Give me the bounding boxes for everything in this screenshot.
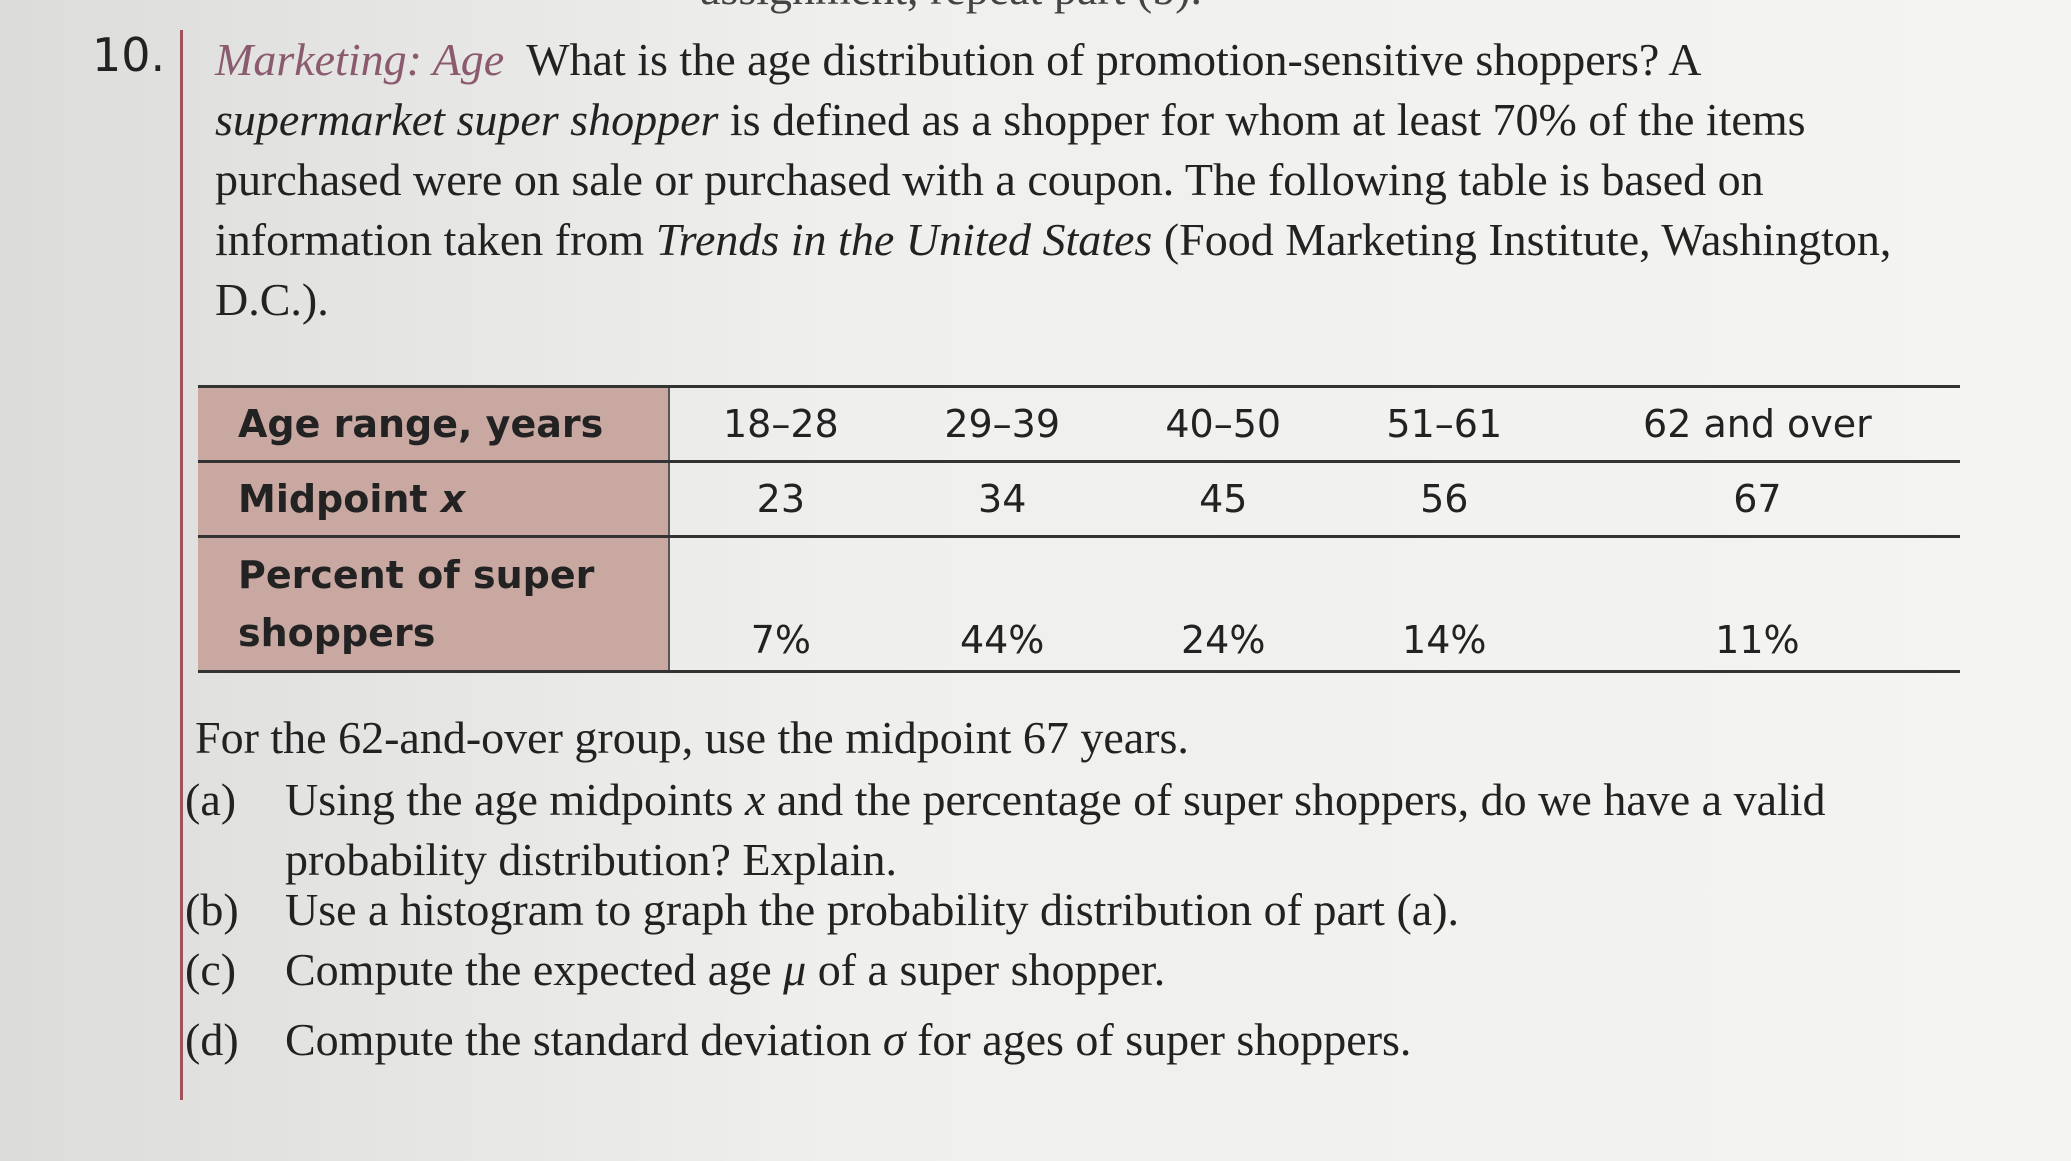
problem-title: Marketing: Age (215, 34, 505, 85)
table-cell: 11% (1554, 535, 1960, 673)
table-row: Percent of super shoppers 7% 44% 24% 14% 11% (198, 535, 1960, 673)
question-part: (d) Compute the standard deviation σ for … (185, 1010, 1945, 1070)
text-segment: Compute the standard deviation (285, 1014, 883, 1065)
table-cell: 44% (891, 535, 1113, 673)
text-segment: and the percentage of super shoppers, do… (285, 774, 1826, 885)
problem-intro: Marketing: Age What is the age distributi… (215, 30, 1915, 330)
part-label: (b) (185, 884, 239, 935)
text-segment: What is the age distribution of promotio… (526, 34, 1699, 85)
part-text: Compute the expected age μ of a super sh… (285, 940, 1925, 1000)
table-cell: 34 (891, 460, 1113, 538)
text-segment: for ages of super shoppers. (905, 1014, 1412, 1065)
note: For the 62-and-over group, use the midpo… (195, 712, 1189, 763)
table-cell: 29–39 (891, 385, 1113, 463)
text-segment: Trends in the United States (655, 214, 1153, 265)
text-segment: σ (882, 1014, 906, 1065)
table-row: Age range, years 18–28 29–39 40–50 51–61 62 a… (198, 385, 1960, 463)
table-cell: 7% (669, 535, 892, 673)
text-segment: μ (783, 944, 807, 995)
part-label: (a) (185, 774, 237, 825)
table-cell: 23 (669, 460, 892, 538)
question-part: (c) Compute the expected age μ of a super… (185, 940, 1945, 1000)
row-header: Percent of super shoppers (198, 535, 670, 673)
text-segment: Age range, years (238, 402, 604, 446)
text-segment: Midpoint (238, 477, 441, 521)
part-text: Using the age midpoints x and the percen… (285, 770, 1925, 890)
table-cell: 62 and over (1554, 385, 1960, 463)
row-header: Midpoint x (198, 460, 670, 538)
text-segment: (Food Marketing Institute, Washington, D… (215, 214, 1892, 325)
table-cell: 51–61 (1333, 385, 1555, 463)
part-text: Compute the standard deviation σ for age… (285, 1010, 1925, 1070)
problem-number: 10. (92, 28, 166, 82)
table-cell: 45 (1112, 460, 1334, 538)
table-cell: 18–28 (669, 385, 892, 463)
table-row: Midpoint x 23 34 45 56 67 (198, 460, 1960, 538)
question-part: (a) Using the age midpoints x and the per… (185, 770, 1945, 890)
part-text: Use a histogram to graph the probability… (285, 880, 1925, 940)
part-label: (d) (185, 1014, 239, 1065)
table-cell: 67 (1554, 460, 1960, 538)
text-segment: of a super shopper. (806, 944, 1166, 995)
text-segment: Compute the expected age (285, 944, 784, 995)
text-segment: x (744, 774, 766, 825)
text-segment: is defined as a shopper for whom at leas… (215, 94, 1806, 265)
text-segment: x (440, 477, 466, 521)
header-fragment: assignment, repeat part (b). (700, 0, 1202, 15)
data-table: Age range, years 18–28 29–39 40–50 51–61 62 a… (198, 385, 1960, 673)
text-segment: Use a histogram to graph the probability… (285, 884, 1460, 935)
table-cell: 24% (1112, 535, 1334, 673)
table-cell: 40–50 (1112, 385, 1334, 463)
table-cell: 14% (1333, 535, 1555, 673)
text-segment: Percent of super shoppers (238, 553, 595, 655)
row-header: Age range, years (198, 385, 670, 463)
margin-rule (180, 30, 183, 1100)
part-label: (c) (185, 944, 237, 995)
table-cell: 56 (1333, 460, 1555, 538)
text-segment: Using the age midpoints (285, 774, 745, 825)
question-part: (b) Use a histogram to graph the probabil… (185, 880, 1945, 940)
text-segment: supermarket super shopper (215, 94, 719, 145)
